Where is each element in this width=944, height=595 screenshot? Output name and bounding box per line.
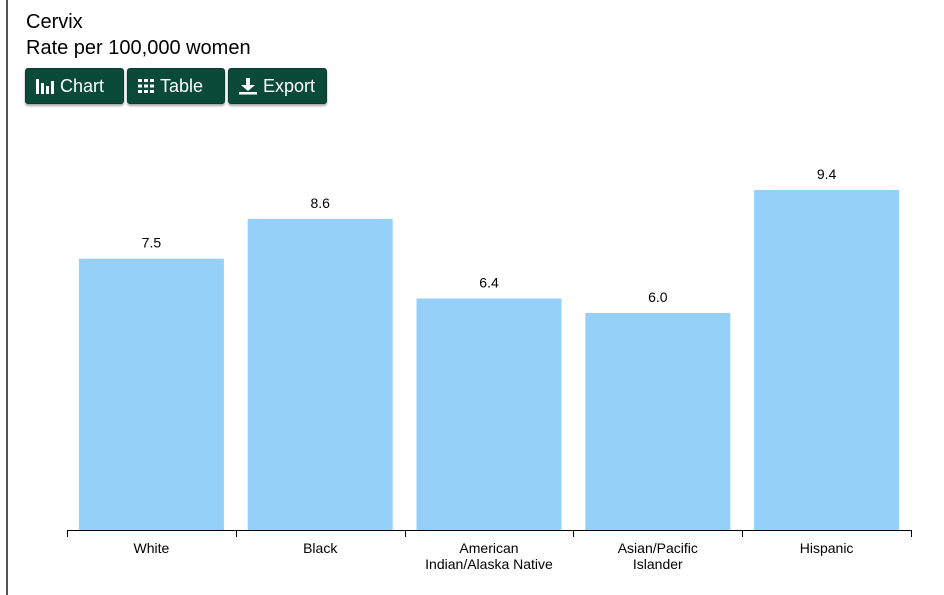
table-view-button[interactable]: Table — [127, 68, 225, 104]
chart-subtitle: Rate per 100,000 women — [26, 37, 251, 59]
grid-icon — [137, 78, 155, 94]
chart-title: Cervix — [26, 11, 83, 33]
x-tick-label: Black — [303, 540, 338, 556]
export-button[interactable]: Export — [228, 68, 327, 104]
bar[interactable] — [247, 218, 393, 530]
x-tick-label: Hispanic — [800, 540, 854, 556]
view-toolbar: Chart Table — [25, 68, 327, 104]
table-view-label: Table — [160, 75, 204, 96]
bar[interactable] — [78, 258, 224, 530]
chart-view-button[interactable]: Chart — [25, 68, 124, 104]
bar-value-label: 6.4 — [479, 275, 499, 291]
chart-view-label: Chart — [60, 75, 105, 96]
bar-value-label: 9.4 — [817, 166, 837, 182]
export-label: Export — [263, 75, 316, 96]
bar[interactable] — [585, 313, 731, 530]
x-tick-label: American Indian/Alaska Native — [425, 540, 553, 572]
bar-value-label: 6.0 — [648, 289, 668, 305]
bar-value-label: 8.6 — [310, 195, 330, 211]
download-icon — [238, 77, 258, 95]
bar-chart-icon — [35, 78, 55, 94]
left-border — [6, 0, 8, 595]
bar[interactable] — [754, 190, 900, 530]
x-tick-label: White — [134, 540, 170, 556]
bar-value-label: 7.5 — [142, 235, 162, 251]
x-tick-label: Asian/Pacific Islander — [618, 540, 698, 572]
bar[interactable] — [416, 298, 562, 531]
